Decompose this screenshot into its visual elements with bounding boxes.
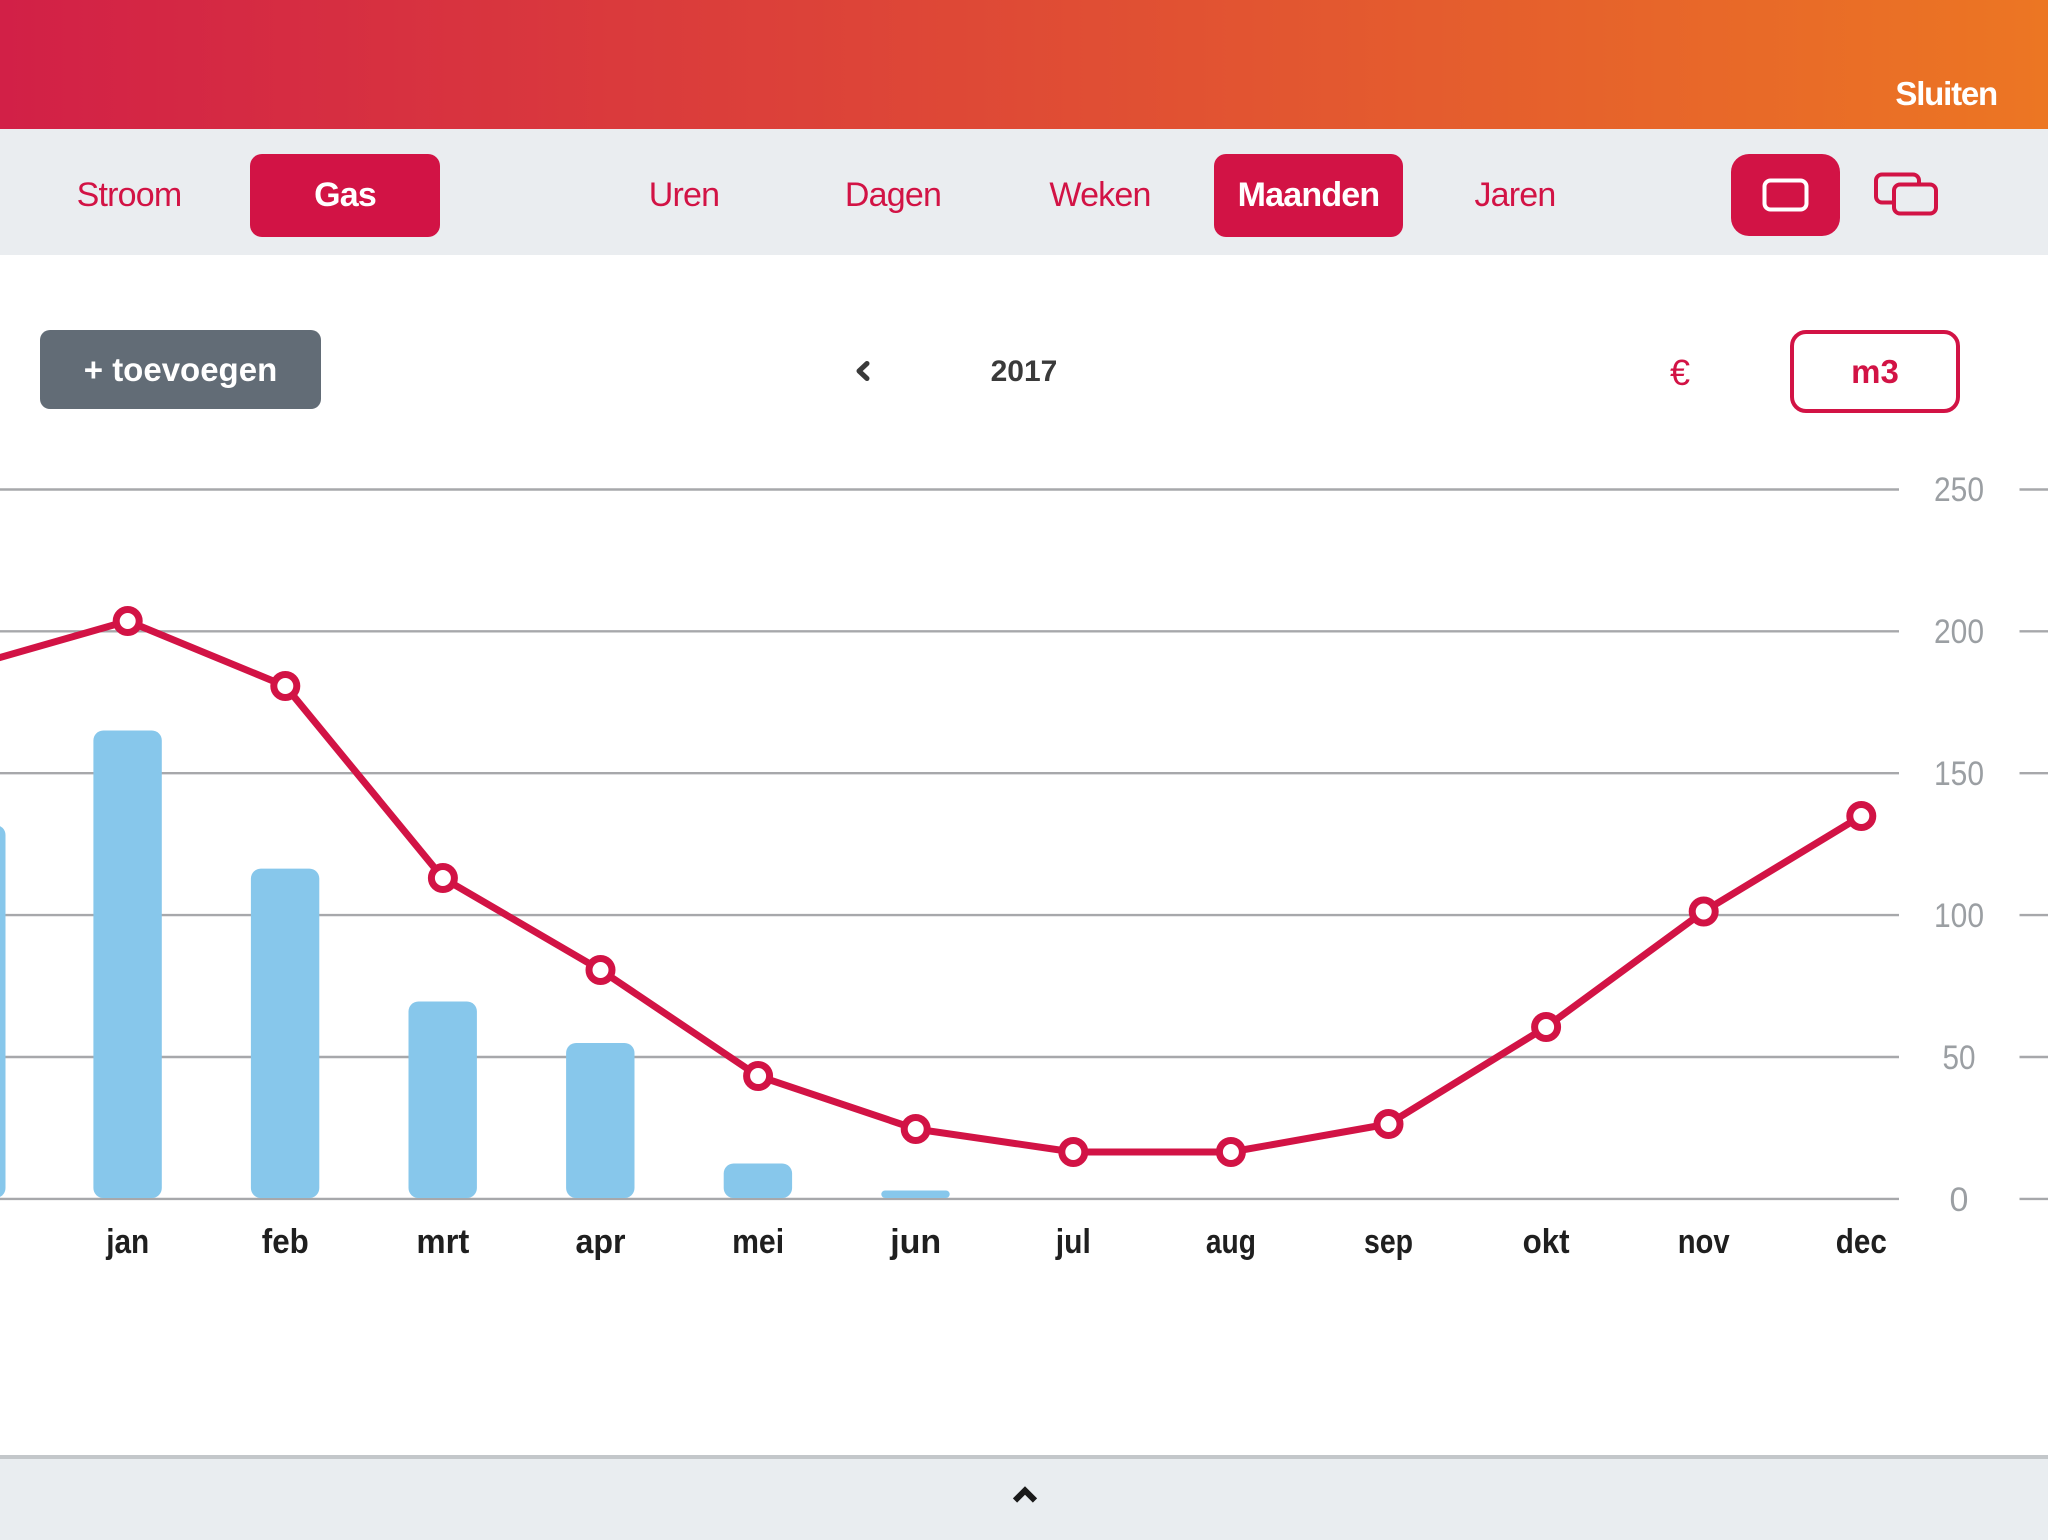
svg-text:feb: feb bbox=[262, 1223, 309, 1261]
svg-text:100: 100 bbox=[1934, 897, 1984, 935]
svg-text:jun: jun bbox=[889, 1223, 941, 1261]
svg-text:jan: jan bbox=[105, 1223, 149, 1261]
svg-text:dec: dec bbox=[1836, 1223, 1887, 1261]
svg-text:250: 250 bbox=[1934, 471, 1984, 509]
svg-text:0: 0 bbox=[1950, 1181, 1969, 1219]
svg-text:150: 150 bbox=[1934, 755, 1984, 793]
svg-text:sep: sep bbox=[1364, 1223, 1413, 1261]
svg-text:nov: nov bbox=[1678, 1223, 1730, 1261]
svg-text:okt: okt bbox=[1523, 1223, 1570, 1261]
svg-text:apr: apr bbox=[576, 1223, 626, 1261]
svg-text:mei: mei bbox=[732, 1223, 784, 1261]
svg-text:aug: aug bbox=[1206, 1223, 1256, 1261]
svg-text:200: 200 bbox=[1934, 613, 1984, 651]
svg-text:50: 50 bbox=[1943, 1039, 1976, 1077]
svg-text:mrt: mrt bbox=[416, 1223, 469, 1261]
svg-text:jul: jul bbox=[1055, 1223, 1091, 1261]
